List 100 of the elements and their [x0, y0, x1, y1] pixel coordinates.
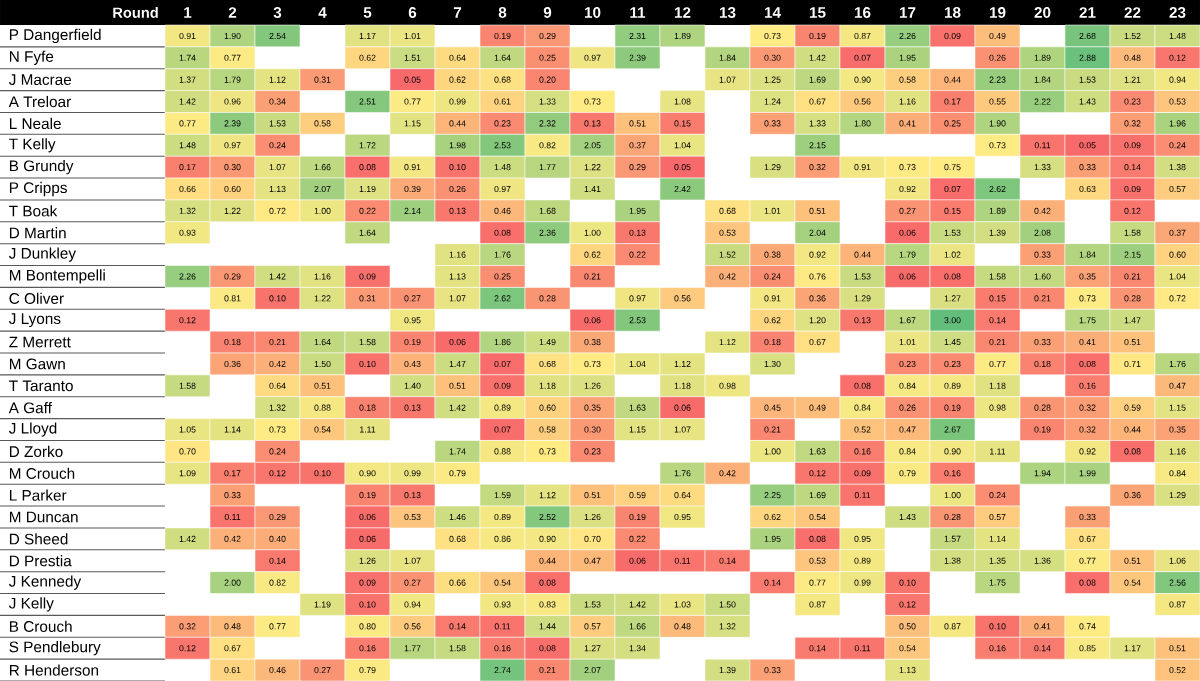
data-label: 0.60 — [224, 185, 241, 193]
data-label: 0.23 — [494, 120, 511, 127]
data-label: 0.54 — [494, 579, 511, 586]
data-label: 0.06 — [629, 557, 646, 564]
y-tick-label: M Gawn — [9, 358, 65, 370]
data-label: 0.43 — [404, 360, 421, 367]
data-label: 0.54 — [314, 426, 331, 433]
data-label: 0.17 — [944, 98, 961, 105]
data-label: 0.10 — [449, 164, 466, 171]
data-label: 1.84 — [719, 54, 736, 61]
data-label: 0.30 — [224, 164, 241, 171]
data-label: 0.53 — [719, 229, 736, 236]
data-label: 1.11 — [990, 448, 1006, 455]
y-tick-label: C Oliver — [9, 292, 64, 304]
data-label: 1.76 — [674, 470, 691, 477]
data-label: 2.15 — [809, 142, 826, 149]
data-label: 2.26 — [179, 273, 196, 280]
data-label: 0.26 — [899, 404, 916, 411]
data-label: 1.89 — [1034, 54, 1051, 61]
data-label: 0.62 — [764, 513, 781, 521]
y-tick-label: A Gaff — [8, 402, 52, 414]
data-label: 1.39 — [989, 229, 1006, 236]
data-label: 0.19 — [629, 513, 646, 521]
data-label: 0.08 — [1079, 579, 1096, 586]
data-label: 1.96 — [1169, 120, 1186, 127]
data-label: 0.77 — [179, 120, 196, 127]
data-label: 1.66 — [314, 164, 331, 171]
data-label: 0.13 — [449, 207, 466, 214]
data-label: 0.18 — [224, 339, 241, 346]
data-label: 2.42 — [674, 185, 691, 193]
data-label: 1.76 — [494, 251, 511, 258]
data-label: 0.87 — [854, 32, 871, 40]
data-label: 1.02 — [944, 251, 961, 258]
data-label: 1.35 — [989, 557, 1006, 564]
data-label: 1.12 — [674, 360, 691, 367]
data-label: 0.57 — [1169, 185, 1186, 193]
data-label: 1.12 — [539, 492, 556, 499]
data-label: 0.17 — [179, 164, 196, 171]
data-label: 1.74 — [179, 54, 196, 61]
data-label: 0.45 — [764, 404, 781, 411]
data-label: 0.06 — [359, 535, 376, 542]
data-label: 0.51 — [314, 382, 331, 389]
data-label: 0.44 — [854, 251, 871, 258]
data-label: 0.54 — [899, 645, 916, 652]
data-label: 0.73 — [899, 164, 916, 171]
data-label: 0.14 — [449, 623, 466, 630]
data-label: 1.84 — [1079, 251, 1096, 258]
y-tick-label: L Parker — [9, 489, 67, 501]
data-label: 0.53 — [1169, 98, 1186, 105]
data-label: 1.58 — [449, 645, 466, 652]
data-label: 1.30 — [764, 360, 781, 367]
data-label: 0.84 — [854, 404, 871, 411]
data-label: 0.79 — [449, 470, 466, 477]
data-label: 0.68 — [449, 535, 466, 542]
data-label: 0.10 — [359, 601, 376, 608]
data-label: 1.38 — [1169, 164, 1186, 171]
data-label: 0.84 — [899, 382, 916, 389]
x-tick-label: 15 — [809, 7, 826, 18]
data-label: 1.58 — [179, 382, 196, 389]
data-label: 0.63 — [1079, 185, 1096, 193]
data-label: 0.73 — [989, 142, 1006, 149]
data-label: 0.42 — [719, 470, 736, 477]
y-tick-label: P Cripps — [9, 181, 67, 197]
data-label: 1.34 — [629, 645, 646, 652]
data-label: 0.96 — [224, 98, 241, 105]
data-label: 0.79 — [359, 667, 376, 674]
data-label: 0.97 — [494, 185, 511, 193]
data-label: 0.99 — [404, 470, 421, 477]
data-label: 0.07 — [944, 185, 961, 193]
x-tick-label: 12 — [674, 7, 691, 18]
data-label: 0.19 — [1034, 426, 1051, 433]
data-label: 2.25 — [764, 492, 781, 499]
data-label: 2.62 — [494, 295, 511, 302]
data-label: 0.25 — [944, 120, 961, 127]
x-tick-label: 17 — [899, 7, 916, 18]
data-label: 0.89 — [494, 513, 511, 521]
data-label: 0.33 — [764, 120, 781, 127]
data-label: 0.62 — [584, 251, 601, 258]
data-label: 0.99 — [449, 98, 466, 105]
data-label: 2.14 — [404, 207, 421, 214]
data-label: 0.91 — [764, 295, 781, 302]
data-label: 0.22 — [359, 207, 376, 214]
data-label: 0.28 — [1124, 295, 1141, 302]
data-label: 0.11 — [854, 492, 871, 499]
data-label: 0.77 — [1079, 557, 1096, 564]
data-label: 1.48 — [1169, 32, 1186, 40]
data-label: 0.58 — [539, 426, 556, 433]
data-label: 1.42 — [449, 404, 466, 411]
data-label: 0.30 — [764, 54, 781, 61]
y-tick-label: N Fyfe — [9, 50, 54, 65]
data-label: 0.84 — [899, 448, 916, 455]
data-label: 1.44 — [539, 623, 556, 630]
data-label: 0.38 — [764, 251, 781, 258]
data-label: 1.07 — [449, 295, 466, 302]
data-label: 0.09 — [494, 382, 511, 389]
data-label: 2.31 — [629, 32, 646, 40]
data-label: 0.60 — [1169, 251, 1186, 258]
data-label: 1.20 — [809, 317, 826, 324]
data-label: 2.53 — [629, 317, 646, 324]
data-label: 1.17 — [1124, 645, 1141, 652]
